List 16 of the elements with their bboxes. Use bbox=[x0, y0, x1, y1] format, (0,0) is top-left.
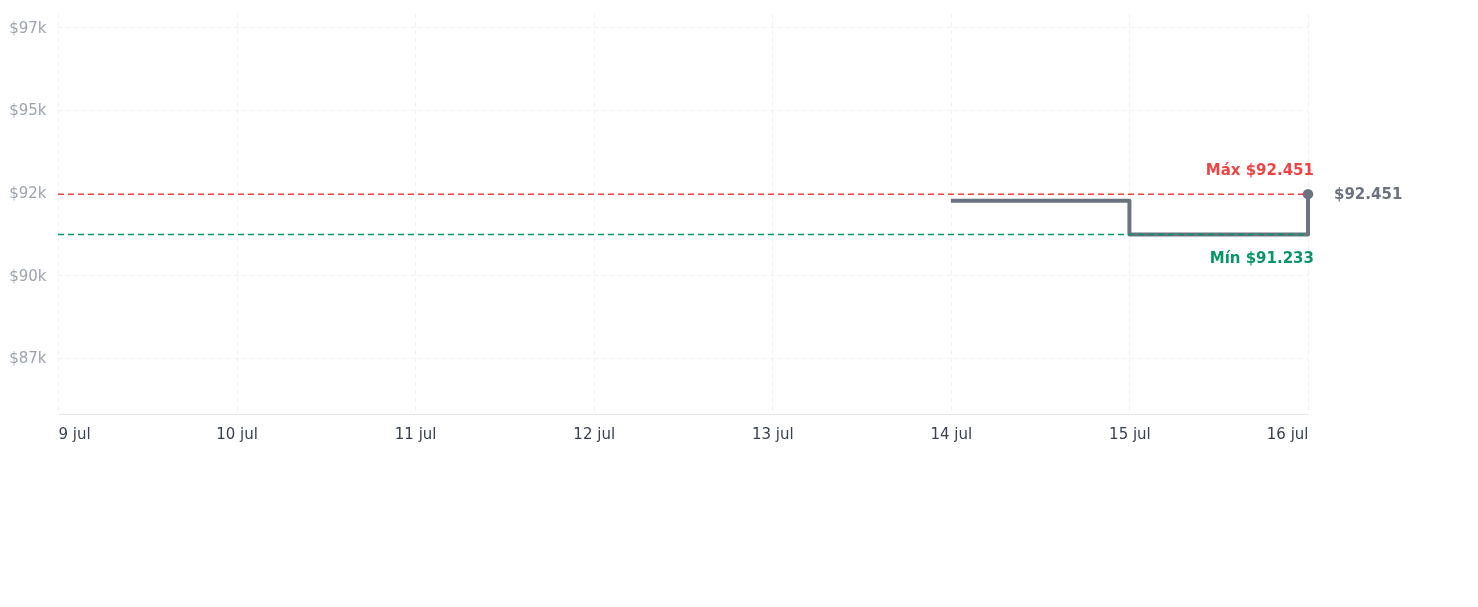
ref-line-label: Máx $92.451 bbox=[1205, 161, 1314, 180]
data-label: $92.451 bbox=[1334, 185, 1403, 204]
y-tick-label: $97k bbox=[9, 18, 47, 37]
x-tick-label: 12 jul bbox=[573, 424, 616, 443]
ref-line-label: Mín $91.233 bbox=[1209, 249, 1314, 268]
y-tick-label: $95k bbox=[9, 101, 47, 120]
x-tick-label: 9 jul bbox=[58, 424, 91, 443]
y-tick-label: $90k bbox=[9, 266, 47, 285]
y-tick-label: $92k bbox=[9, 184, 47, 203]
x-tick-label: 14 jul bbox=[930, 424, 973, 443]
y-tick-label: $87k bbox=[9, 349, 47, 368]
x-tick-label: 11 jul bbox=[394, 424, 437, 443]
x-tick-label: 13 jul bbox=[751, 424, 794, 443]
x-tick-label: 10 jul bbox=[216, 424, 258, 443]
x-tick-label: 16 jul bbox=[1266, 424, 1309, 443]
x-tick-label: 15 jul bbox=[1109, 424, 1151, 443]
